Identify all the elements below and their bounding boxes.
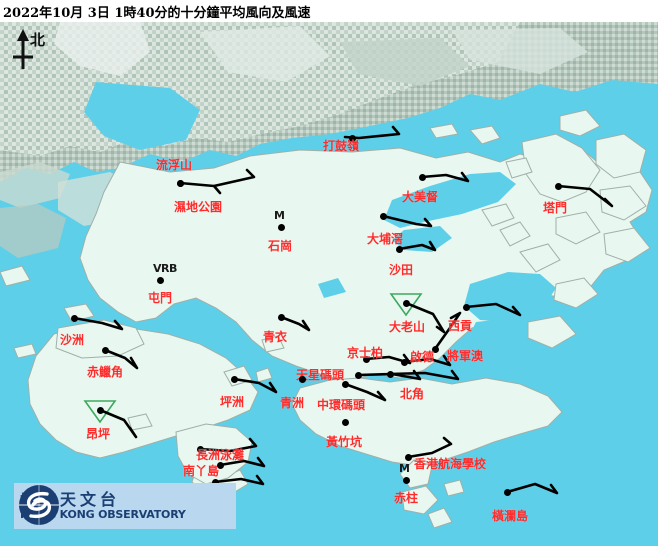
- station-label: 青衣: [263, 330, 288, 344]
- logo-text-english: HONG KONG OBSERVATORY: [20, 507, 186, 521]
- station-dot-icon: [176, 179, 184, 187]
- wind-barb: [406, 436, 453, 459]
- base-map-geography: [0, 22, 658, 546]
- station-label: 塔門: [543, 201, 568, 215]
- station-dot-icon: [431, 345, 439, 353]
- station-label: 石崗: [268, 239, 293, 253]
- wind-barb: [103, 348, 139, 370]
- station-label: 中環碼頭: [317, 398, 366, 412]
- station-label: 流浮山: [156, 158, 193, 172]
- wind-barb: [72, 316, 124, 331]
- wind-barb: [556, 184, 614, 208]
- station-dot-icon: [354, 371, 362, 379]
- station-wind-flag: VRB: [153, 262, 177, 275]
- station-label: 香港航海學校: [414, 457, 487, 471]
- station-label: 北角: [400, 387, 425, 401]
- station-dot-icon: [404, 453, 412, 461]
- wind-barb-layer: [72, 125, 614, 495]
- station-dot-icon: [402, 476, 410, 484]
- station-label: 大埔滘: [367, 232, 404, 246]
- wind-barb: [397, 240, 437, 252]
- station-label: 沙田: [389, 263, 414, 277]
- station-label: 南丫島: [183, 464, 220, 478]
- station-dot-icon: [418, 173, 426, 181]
- wind-barb: [364, 353, 412, 365]
- station-dot-icon: [386, 370, 394, 378]
- wind-barb: [279, 315, 311, 332]
- station-dot-icon: [96, 406, 104, 414]
- station-dot-icon: [277, 313, 285, 321]
- station-label: 啟德: [410, 350, 435, 364]
- station-dot-icon: [277, 223, 285, 231]
- station-dot-icon: [341, 418, 349, 426]
- station-label: 將軍澳: [447, 349, 484, 363]
- wind-barb: [404, 301, 446, 334]
- station-label: 西貢: [448, 319, 473, 333]
- station-label: 橫瀾島: [492, 509, 529, 523]
- wind-barb: [420, 171, 470, 183]
- station-label: 京士柏: [347, 346, 384, 360]
- hko-logo: 香港天文台 HONG KONG OBSERVATORY: [14, 483, 236, 529]
- wind-barb: [178, 168, 256, 195]
- station-dot-icon: [348, 134, 356, 142]
- station-dot-icon: [503, 488, 511, 496]
- station-label: 坪洲: [220, 395, 245, 409]
- station-dot-icon: [298, 375, 306, 383]
- station-label: 青洲: [280, 396, 305, 410]
- wind-barb: [198, 437, 258, 453]
- station-label: 屯門: [148, 291, 173, 305]
- station-dot-icon: [402, 299, 410, 307]
- wind-barb: [343, 382, 387, 402]
- station-label: 長洲泳灘: [196, 448, 245, 462]
- station-label: 沙洲: [60, 333, 85, 347]
- station-label: 大美督: [402, 190, 439, 204]
- station-wind-flag: M: [399, 462, 410, 475]
- wind-barb: [388, 369, 460, 381]
- page-title: 2022年10月 3日 1時40分的十分鐘平均風向及風速: [3, 6, 311, 21]
- wind-barb: [218, 456, 266, 468]
- hko-swirl-icon: [19, 485, 59, 525]
- station-label: 昂坪: [86, 427, 111, 441]
- elevated-station-triangle-icon: [83, 400, 117, 424]
- station-dot-icon: [362, 355, 370, 363]
- station-label: 濕地公園: [174, 200, 223, 214]
- station-dot-icon: [554, 182, 562, 190]
- title-bar: 2022年10月 3日 1時40分的十分鐘平均風向及風速: [0, 0, 658, 22]
- station-dot-icon: [395, 245, 403, 253]
- wind-barb: [505, 482, 559, 495]
- station-wind-flag: M: [274, 209, 285, 222]
- station-dot-icon: [400, 358, 408, 366]
- station-label: 黃竹坑: [326, 435, 363, 449]
- wind-barb: [213, 474, 265, 486]
- wind-barb: [402, 354, 452, 367]
- map-canvas[interactable]: 打鼓嶺流浮山濕地公園 M 石崗 VRB 屯門 大美督塔門大埔滘沙田西貢 大老山將軍澳 青衣京士…: [0, 22, 658, 546]
- wind-barb: [381, 214, 433, 228]
- station-label: 天星碼頭: [296, 368, 345, 382]
- north-arrow-icon: 北: [6, 27, 58, 73]
- station-dot-icon: [462, 303, 470, 311]
- station-dot-icon: [101, 346, 109, 354]
- wind-barb: [464, 302, 522, 317]
- station-label: 大老山: [389, 320, 426, 334]
- elevated-station-triangle-icon: [389, 293, 423, 317]
- north-label: 北: [30, 31, 46, 49]
- station-dot-icon: [70, 314, 78, 322]
- station-dot-icon: [379, 212, 387, 220]
- station-dot-icon: [211, 478, 219, 486]
- wind-barb: [98, 408, 138, 439]
- station-label: 打鼓嶺: [323, 139, 360, 153]
- station-dot-icon: [196, 445, 204, 453]
- station-label: 赤柱: [394, 491, 419, 505]
- station-dot-icon: [341, 380, 349, 388]
- station-dot-icon: [216, 461, 224, 469]
- wind-barb: [356, 369, 422, 381]
- station-dot-icon: [156, 276, 164, 284]
- wind-barb: [433, 311, 462, 351]
- station-dot-icon: [230, 375, 238, 383]
- wind-barb: [232, 377, 278, 394]
- station-label: 赤鱲角: [87, 365, 124, 379]
